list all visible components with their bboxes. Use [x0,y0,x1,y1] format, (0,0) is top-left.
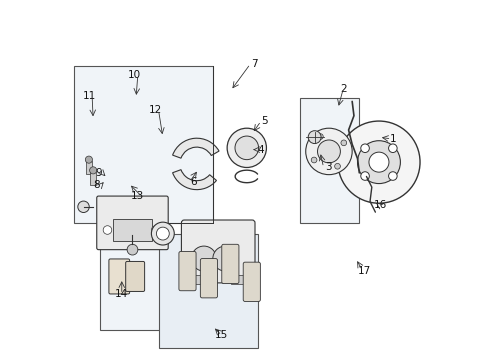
Circle shape [151,222,174,245]
Text: 14: 14 [115,289,128,299]
Circle shape [361,172,369,180]
Bar [113,219,152,241]
Circle shape [308,131,321,144]
Circle shape [156,227,169,240]
Text: 5: 5 [261,116,268,126]
Circle shape [318,134,323,139]
Text: 1: 1 [390,134,396,144]
Text: 15: 15 [215,330,228,341]
Bar [192,275,206,284]
Circle shape [90,167,97,174]
Text: 2: 2 [340,84,346,94]
Circle shape [213,246,238,271]
Bar [100,241,170,330]
Circle shape [341,140,346,146]
Circle shape [235,136,259,159]
Text: 10: 10 [128,69,141,80]
Text: 12: 12 [149,105,162,115]
Circle shape [358,141,400,184]
Circle shape [389,144,397,153]
Circle shape [85,156,93,163]
FancyBboxPatch shape [181,220,255,283]
Text: 4: 4 [258,145,265,155]
Text: 16: 16 [374,200,388,210]
FancyBboxPatch shape [126,261,145,292]
Bar [90,172,96,185]
Circle shape [151,226,160,234]
Circle shape [318,140,341,163]
Circle shape [338,121,420,203]
FancyBboxPatch shape [243,262,260,301]
Circle shape [311,157,317,163]
Wedge shape [172,170,217,190]
Circle shape [103,226,112,234]
Bar [231,275,245,284]
FancyBboxPatch shape [222,244,239,284]
Circle shape [361,144,369,153]
FancyBboxPatch shape [97,196,168,249]
Wedge shape [172,138,219,158]
Circle shape [78,201,89,212]
Bar [300,98,359,223]
Circle shape [192,246,217,271]
Circle shape [389,172,397,180]
Circle shape [306,128,352,175]
Circle shape [335,163,341,169]
Text: 8: 8 [94,180,100,190]
Circle shape [227,128,267,167]
Circle shape [369,152,389,172]
Text: 13: 13 [131,191,145,201]
FancyBboxPatch shape [200,258,218,298]
Text: 17: 17 [358,266,371,276]
Bar [74,66,213,223]
Bar [86,161,92,174]
Text: 6: 6 [190,177,196,187]
Text: 3: 3 [326,162,332,172]
FancyBboxPatch shape [179,251,196,291]
Text: 7: 7 [250,59,257,69]
Circle shape [127,244,138,255]
FancyBboxPatch shape [109,259,130,294]
Text: 9: 9 [95,168,102,178]
Bar [159,234,258,348]
Text: 11: 11 [83,91,96,101]
